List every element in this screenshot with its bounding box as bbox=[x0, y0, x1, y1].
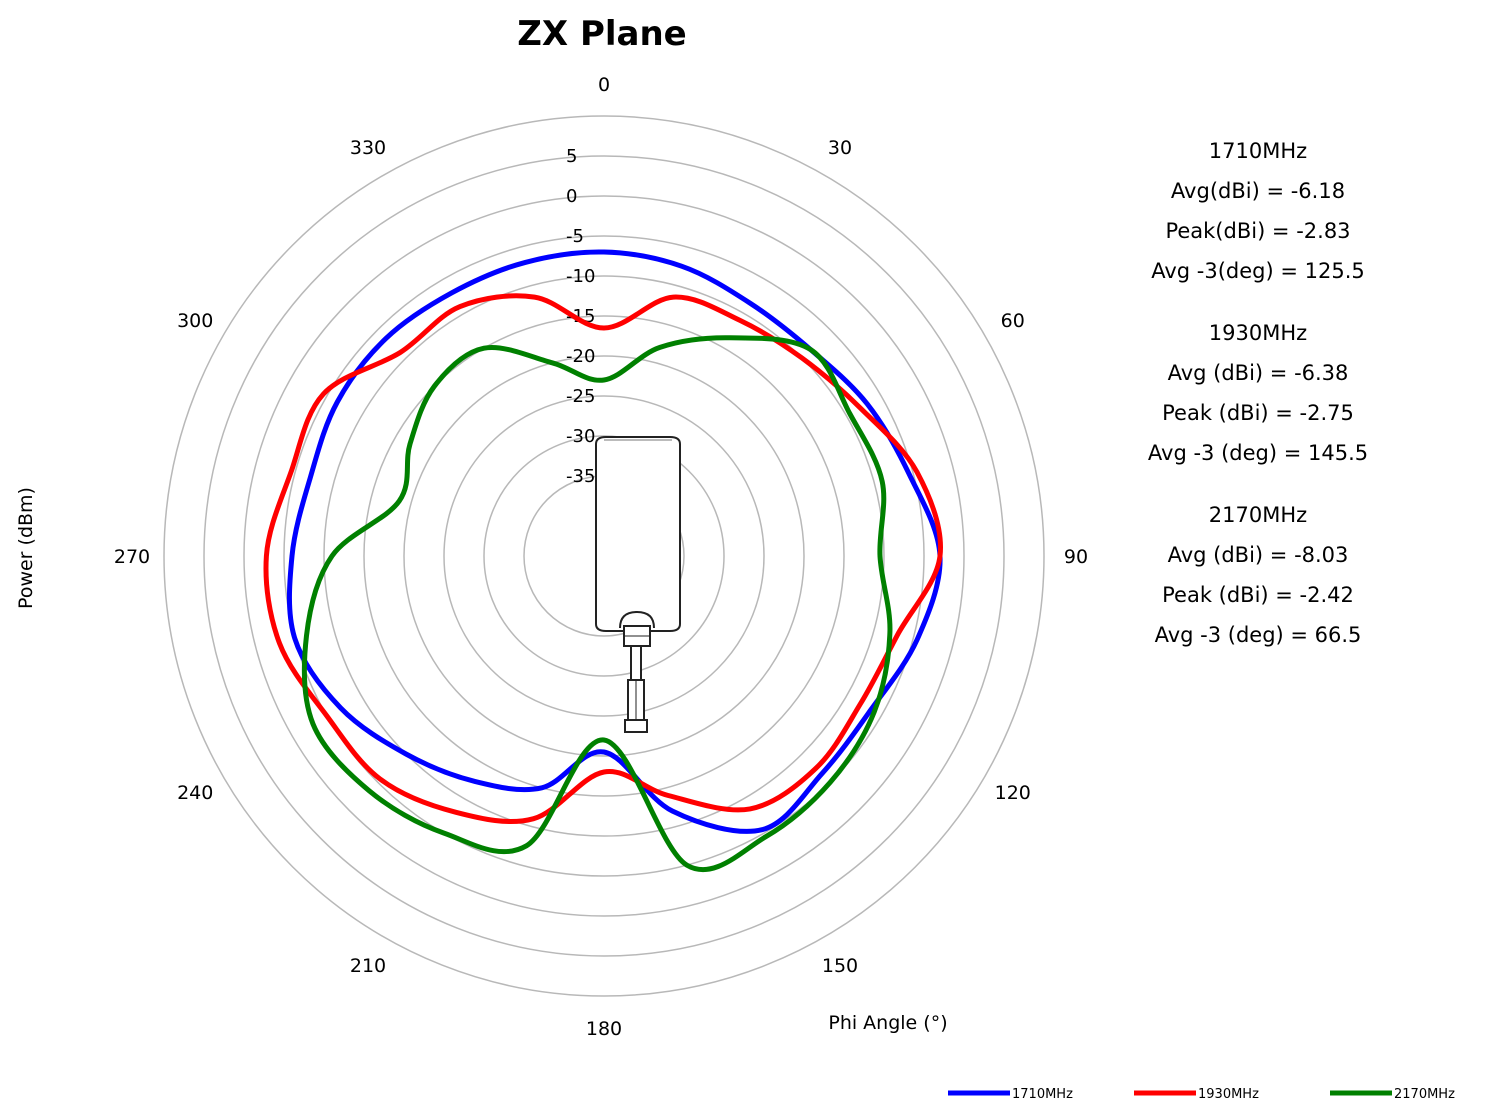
ring-5 bbox=[203, 155, 1005, 957]
radial-tick-label: -5 bbox=[566, 226, 584, 247]
legend-item: 2170MHz bbox=[1330, 1087, 1455, 1101]
antenna-illustration bbox=[595, 436, 681, 733]
legend-label: 2170MHz bbox=[1394, 1087, 1455, 1101]
radial-tick-label: -20 bbox=[566, 346, 595, 367]
stats-line: Peak(dBi) = -2.83 bbox=[1165, 219, 1350, 243]
angular-tick-labels: 0 30 60 90 120 150 180 210 240 270 300 330 bbox=[114, 74, 1088, 1040]
radial-tick-labels: 50-5-10-15-20-25-30-35 bbox=[566, 146, 595, 487]
angle-tick-label: 0 bbox=[598, 74, 610, 96]
radial-grid bbox=[163, 115, 1045, 997]
angle-tick-label: 210 bbox=[350, 955, 386, 977]
legend-label: 1710MHz bbox=[1012, 1087, 1073, 1101]
pattern-traces bbox=[263, 249, 943, 873]
radial-tick-label: -10 bbox=[566, 266, 595, 287]
ring-0 bbox=[243, 195, 965, 917]
radial-tick-label: -25 bbox=[566, 386, 595, 407]
stats-line: Avg (dBi) = -6.38 bbox=[1168, 361, 1349, 385]
angle-tick-label: 90 bbox=[1064, 546, 1088, 568]
antenna-connector-dome bbox=[619, 610, 655, 629]
angle-tick-label: 300 bbox=[177, 310, 213, 332]
stats-header: 2170MHz bbox=[1209, 503, 1307, 527]
angle-tick-label: 30 bbox=[828, 137, 852, 159]
ring--30 bbox=[483, 435, 725, 677]
antenna-body bbox=[595, 436, 681, 632]
chart-title: ZX Plane bbox=[517, 14, 687, 54]
stats-line: Avg -3 (deg) = 66.5 bbox=[1155, 623, 1362, 647]
angle-tick-label: 150 bbox=[822, 955, 858, 977]
x-axis-title: Phi Angle (°) bbox=[828, 1012, 947, 1034]
stats-line: Avg (dBi) = -8.03 bbox=[1168, 543, 1349, 567]
ring--15 bbox=[363, 315, 845, 797]
angle-tick-label: 120 bbox=[995, 782, 1031, 804]
legend-item: 1930MHz bbox=[1134, 1087, 1259, 1101]
angle-tick-label: 180 bbox=[586, 1018, 622, 1040]
ring--25 bbox=[443, 395, 765, 717]
ring-outer bbox=[163, 115, 1045, 997]
angle-tick-label: 240 bbox=[177, 782, 213, 804]
angle-tick-label: 60 bbox=[1001, 310, 1025, 332]
stats-header: 1930MHz bbox=[1209, 321, 1307, 345]
antenna-plug-tip bbox=[624, 719, 648, 733]
stats-line: Avg(dBi) = -6.18 bbox=[1171, 179, 1345, 203]
stats-header: 1710MHz bbox=[1209, 139, 1307, 163]
antenna-cable bbox=[630, 645, 642, 681]
trace-1710MHz bbox=[286, 249, 943, 834]
legend-item: 1710MHz bbox=[948, 1087, 1073, 1101]
ring--5 bbox=[283, 235, 925, 877]
legend-label: 1930MHz bbox=[1198, 1087, 1259, 1101]
ring--20 bbox=[403, 355, 805, 757]
trace-2170MHz bbox=[301, 335, 893, 873]
radial-tick-label: -35 bbox=[566, 466, 595, 487]
radial-tick-label: 5 bbox=[566, 146, 577, 167]
stats-line: Avg -3(deg) = 125.5 bbox=[1151, 259, 1365, 283]
stats-line: Avg -3 (deg) = 145.5 bbox=[1148, 441, 1368, 465]
stats-line: Peak (dBi) = -2.75 bbox=[1162, 401, 1354, 425]
stats-line: Peak (dBi) = -2.42 bbox=[1162, 583, 1354, 607]
stats-panel: 1710MHz Avg(dBi) = -6.18 Peak(dBi) = -2.83… bbox=[1148, 139, 1368, 647]
angle-tick-label: 270 bbox=[114, 546, 150, 568]
radial-tick-label: -30 bbox=[566, 426, 595, 447]
y-axis-title: Power (dBm) bbox=[15, 487, 37, 609]
legend: 1710MHz 1930MHz 2170MHz bbox=[948, 1087, 1455, 1101]
angle-tick-label: 330 bbox=[350, 137, 386, 159]
trace-1930MHz bbox=[263, 293, 943, 825]
ring--10 bbox=[323, 275, 885, 837]
radial-tick-label: 0 bbox=[566, 186, 577, 207]
